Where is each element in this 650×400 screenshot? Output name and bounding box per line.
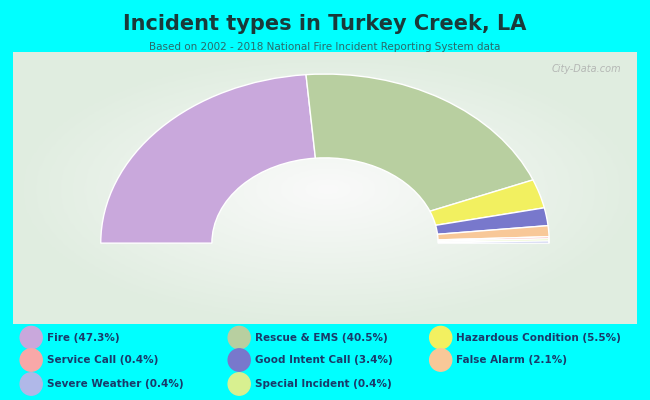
Text: Severe Weather (0.4%): Severe Weather (0.4%) — [47, 379, 183, 389]
Text: Incident types in Turkey Creek, LA: Incident types in Turkey Creek, LA — [124, 14, 526, 34]
Ellipse shape — [430, 326, 452, 349]
Ellipse shape — [228, 373, 250, 395]
Text: Good Intent Call (3.4%): Good Intent Call (3.4%) — [255, 355, 393, 365]
Text: False Alarm (2.1%): False Alarm (2.1%) — [456, 355, 567, 365]
Text: Rescue & EMS (40.5%): Rescue & EMS (40.5%) — [255, 333, 387, 342]
Text: City-Data.com: City-Data.com — [552, 64, 621, 74]
Text: Service Call (0.4%): Service Call (0.4%) — [47, 355, 158, 365]
Ellipse shape — [20, 349, 42, 371]
Text: Hazardous Condition (5.5%): Hazardous Condition (5.5%) — [456, 333, 621, 342]
Wedge shape — [438, 237, 549, 241]
Text: Fire (47.3%): Fire (47.3%) — [47, 333, 120, 342]
Wedge shape — [438, 239, 549, 242]
Text: Special Incident (0.4%): Special Incident (0.4%) — [255, 379, 391, 389]
Wedge shape — [430, 180, 544, 225]
Wedge shape — [437, 226, 549, 240]
Ellipse shape — [228, 326, 250, 349]
Wedge shape — [436, 208, 548, 234]
Wedge shape — [101, 75, 315, 243]
Ellipse shape — [228, 349, 250, 371]
Wedge shape — [306, 74, 533, 211]
Ellipse shape — [430, 349, 452, 371]
Text: Based on 2002 - 2018 National Fire Incident Reporting System data: Based on 2002 - 2018 National Fire Incid… — [150, 42, 500, 52]
Wedge shape — [438, 241, 549, 243]
Ellipse shape — [20, 326, 42, 349]
Ellipse shape — [20, 373, 42, 395]
